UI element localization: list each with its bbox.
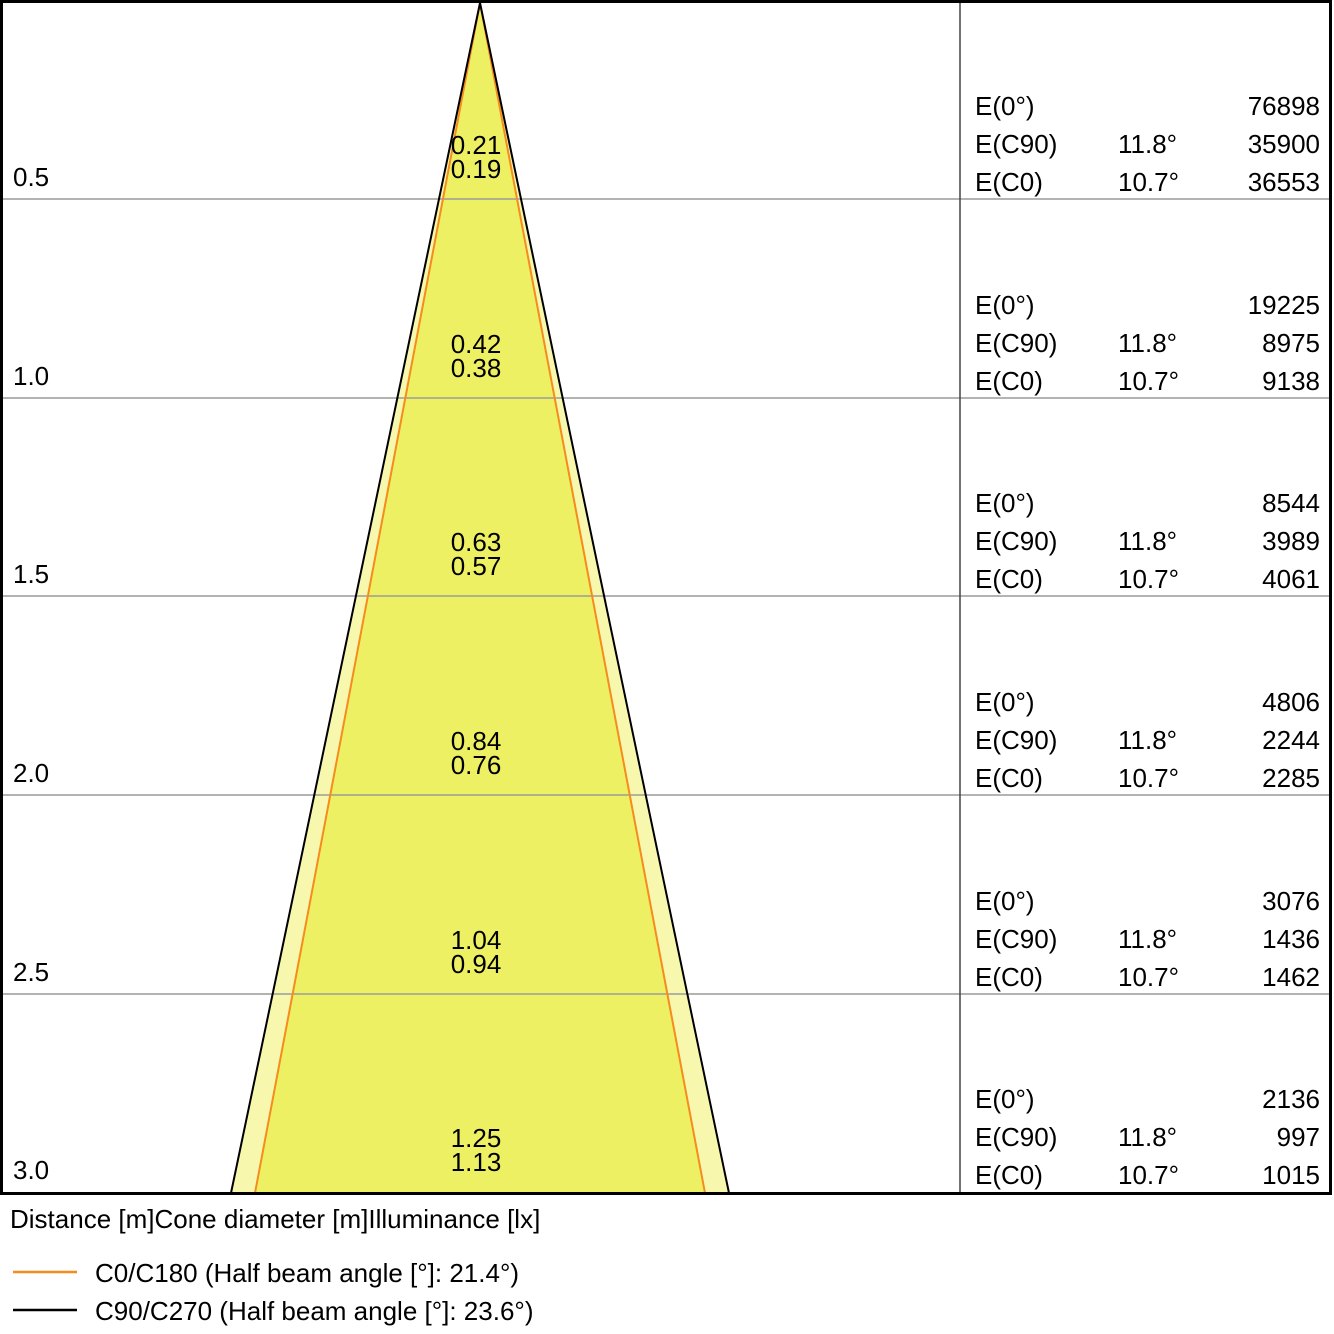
cone-diameter-c0: 0.94 xyxy=(451,949,502,979)
ec90-angle: 11.8° xyxy=(1118,1122,1177,1152)
row-1-0m: 1.0 0.42 0.38 E(0°) 19225 E(C90) 11.8° 8… xyxy=(13,290,1320,396)
ec90-label: E(C90) xyxy=(975,526,1057,556)
ec90-value: 997 xyxy=(1277,1122,1320,1152)
ec90-angle: 11.8° xyxy=(1118,328,1177,358)
distance-label: 2.0 xyxy=(13,758,49,788)
ec90-label: E(C90) xyxy=(975,129,1057,159)
e0-value: 4806 xyxy=(1262,687,1320,717)
ec0-value: 2285 xyxy=(1262,763,1320,793)
ec90-angle: 11.8° xyxy=(1118,924,1177,954)
distance-label: 3.0 xyxy=(13,1155,49,1185)
e0-value: 3076 xyxy=(1262,886,1320,916)
column-header-text: Distance [m]Cone diameter [m]Illuminance… xyxy=(10,1204,540,1234)
ec0-angle: 10.7° xyxy=(1118,763,1179,793)
ec0-label: E(C0) xyxy=(975,167,1043,197)
cone-diameter-c0: 0.57 xyxy=(451,551,502,581)
ec0-label: E(C0) xyxy=(975,366,1043,396)
distance-label: 2.5 xyxy=(13,957,49,987)
ec0-value: 36553 xyxy=(1248,167,1320,197)
e0-label: E(0°) xyxy=(975,1084,1035,1114)
cone-diameter-c90: 0.21 xyxy=(451,130,502,160)
e0-label: E(0°) xyxy=(975,290,1035,320)
row-0-5m: 0.5 0.21 0.19 E(0°) 76898 E(C90) 11.8° 3… xyxy=(13,91,1320,197)
e0-value: 8544 xyxy=(1262,488,1320,518)
e0-label: E(0°) xyxy=(975,488,1035,518)
e0-label: E(0°) xyxy=(975,91,1035,121)
c0-cone-fill xyxy=(255,3,705,1193)
ec90-angle: 11.8° xyxy=(1118,526,1177,556)
distance-label: 1.0 xyxy=(13,361,49,391)
legend-c0-label: C0/C180 (Half beam angle [°]: 21.4°) xyxy=(95,1258,519,1288)
e0-value: 2136 xyxy=(1262,1084,1320,1114)
ec0-label: E(C0) xyxy=(975,1160,1043,1190)
ec0-value: 1015 xyxy=(1262,1160,1320,1190)
ec90-value: 35900 xyxy=(1248,129,1320,159)
gridlines xyxy=(3,198,1330,995)
cone-diameter-c0: 1.13 xyxy=(451,1147,502,1177)
row-2-5m: 2.5 1.04 0.94 E(0°) 3076 E(C90) 11.8° 14… xyxy=(13,886,1320,992)
cone-diameter-c90: 0.42 xyxy=(451,329,502,359)
cone-diameter-c90: 1.25 xyxy=(451,1123,502,1153)
distance-label: 1.5 xyxy=(13,559,49,589)
ec90-angle: 11.8° xyxy=(1118,725,1177,755)
ec90-label: E(C90) xyxy=(975,725,1057,755)
ec90-value: 2244 xyxy=(1262,725,1320,755)
ec90-value: 8975 xyxy=(1262,328,1320,358)
row-2-0m: 2.0 0.84 0.76 E(0°) 4806 E(C90) 11.8° 22… xyxy=(13,687,1320,793)
row-3-0m: 3.0 1.25 1.13 E(0°) 2136 E(C90) 11.8° 99… xyxy=(13,1084,1320,1190)
ec0-angle: 10.7° xyxy=(1118,1160,1179,1190)
ec90-label: E(C90) xyxy=(975,924,1057,954)
ec0-value: 1462 xyxy=(1262,962,1320,992)
cone-diameter-c0: 0.38 xyxy=(451,353,502,383)
row-1-5m: 1.5 0.63 0.57 E(0°) 8544 E(C90) 11.8° 39… xyxy=(13,488,1320,594)
ec90-value: 1436 xyxy=(1262,924,1320,954)
ec0-value: 9138 xyxy=(1262,366,1320,396)
e0-value: 76898 xyxy=(1248,91,1320,121)
ec90-value: 3989 xyxy=(1262,526,1320,556)
e0-label: E(0°) xyxy=(975,886,1035,916)
ec0-angle: 10.7° xyxy=(1118,564,1179,594)
distance-label: 0.5 xyxy=(13,162,49,192)
cone-diameter-c90: 0.63 xyxy=(451,527,502,557)
ec0-label: E(C0) xyxy=(975,763,1043,793)
legend-c90-label: C90/C270 (Half beam angle [°]: 23.6°) xyxy=(95,1296,533,1326)
chart-border xyxy=(0,0,1332,1195)
cone-diameter-c90: 1.04 xyxy=(451,925,502,955)
ec90-angle: 11.8° xyxy=(1118,129,1177,159)
cone-diameter-c0: 0.76 xyxy=(451,750,502,780)
e0-value: 19225 xyxy=(1248,290,1320,320)
ec90-label: E(C90) xyxy=(975,1122,1057,1152)
ec0-angle: 10.7° xyxy=(1118,366,1179,396)
ec0-label: E(C0) xyxy=(975,962,1043,992)
legend: C0/C180 (Half beam angle [°]: 21.4°) C90… xyxy=(13,1258,533,1326)
ec0-angle: 10.7° xyxy=(1118,167,1179,197)
e0-label: E(0°) xyxy=(975,687,1035,717)
ec90-label: E(C90) xyxy=(975,328,1057,358)
ec0-value: 4061 xyxy=(1262,564,1320,594)
cone-diameter-c0: 0.19 xyxy=(451,154,502,184)
cone-diameter-c90: 0.84 xyxy=(451,726,502,756)
ec0-angle: 10.7° xyxy=(1118,962,1179,992)
ec0-label: E(C0) xyxy=(975,564,1043,594)
